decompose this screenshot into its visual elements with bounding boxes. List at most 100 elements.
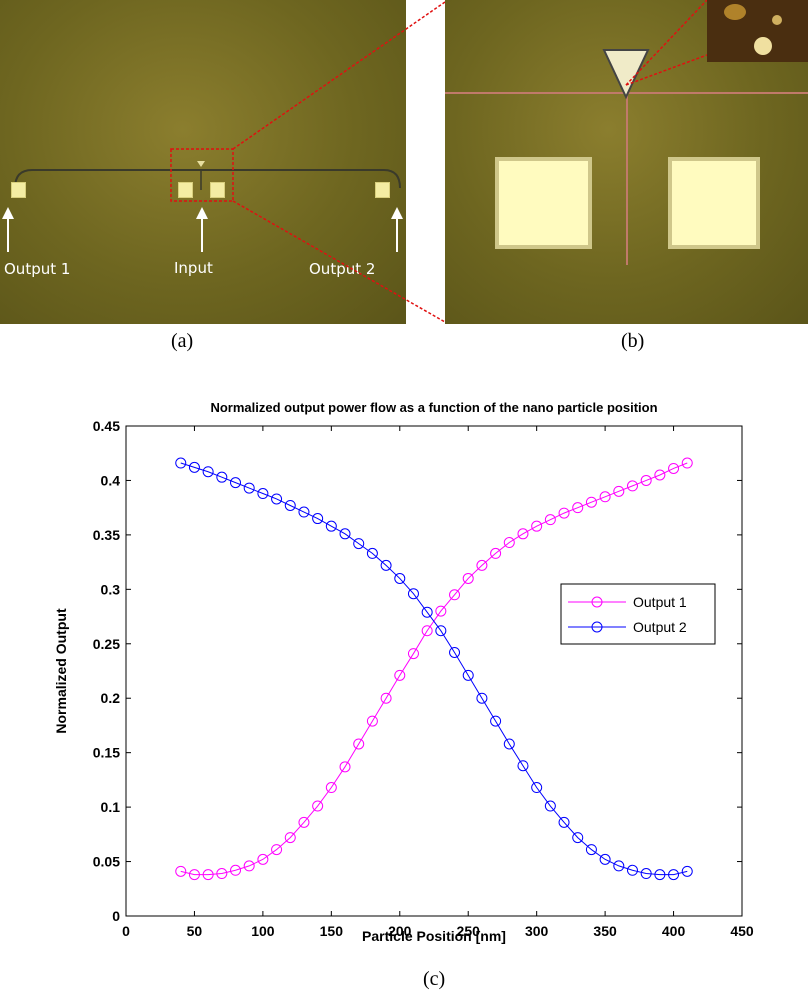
data-point-output-1: [654, 469, 666, 481]
arrow-up-icon: [196, 207, 208, 219]
legend-box: [560, 583, 716, 645]
y-tick-label: 0.4: [101, 472, 121, 488]
data-point-output-1: [572, 502, 584, 514]
y-tick-label: 0.45: [93, 418, 120, 434]
data-point-output-2: [490, 715, 502, 727]
data-point-output-1: [640, 474, 652, 486]
chart-title: Normalized output power flow as a functi…: [210, 400, 657, 415]
arrow-shaft: [201, 218, 203, 252]
data-point-output-2: [449, 646, 461, 658]
y-tick-label: 0.35: [93, 527, 120, 543]
nanoparticle-triangle: [602, 49, 650, 100]
micrograph-device-overview: Output 1 Input Output 2: [0, 0, 406, 324]
data-point-output-2: [544, 800, 556, 812]
data-point-output-2: [503, 738, 515, 750]
data-point-output-1: [353, 738, 365, 750]
pad-right-zoomed: [668, 157, 760, 249]
data-point-output-2: [681, 865, 693, 877]
legend-marker-output-2: [591, 621, 603, 633]
data-point-output-1: [435, 605, 447, 617]
data-point-output-2: [257, 488, 269, 500]
data-point-output-1: [202, 869, 214, 881]
data-point-output-2: [668, 869, 680, 881]
data-point-output-2: [271, 493, 283, 505]
data-point-output-2: [654, 869, 666, 881]
data-point-output-2: [188, 461, 200, 473]
data-point-output-2: [366, 547, 378, 559]
data-point-output-1: [503, 537, 515, 549]
data-point-output-2: [626, 864, 638, 876]
data-point-output-1: [188, 869, 200, 881]
data-point-output-1: [449, 589, 461, 601]
y-tick-label: 0.2: [101, 690, 121, 706]
data-point-output-2: [435, 625, 447, 637]
series-line-2: [180, 462, 688, 876]
x-tick-label: 350: [593, 923, 617, 939]
data-point-output-2: [599, 853, 611, 865]
output-power-chart: Normalized output power flow as a functi…: [53, 400, 754, 944]
data-point-output-1: [243, 860, 255, 872]
arrow-shaft: [396, 218, 398, 252]
data-point-output-2: [558, 816, 570, 828]
data-point-output-1: [613, 485, 625, 497]
data-point-output-1: [366, 715, 378, 727]
data-point-output-2: [353, 538, 365, 550]
pad-input-right: [210, 182, 225, 198]
data-point-output-1: [476, 559, 488, 571]
data-point-output-1: [230, 864, 242, 876]
data-point-output-1: [681, 457, 693, 469]
data-point-output-1: [490, 547, 502, 559]
panel-label-b: (b): [621, 330, 645, 352]
y-tick-label: 0.05: [93, 854, 120, 870]
annotation-input: Input: [174, 259, 213, 277]
y-tick-label: 0.1: [101, 799, 121, 815]
axes: 0 50 100 150 200 250 300 350 400 450 0 0.05 0.1 0.15 0…: [93, 418, 754, 939]
x-tick-label: 100: [251, 923, 275, 939]
pad-left-zoomed: [495, 157, 592, 249]
data-point-output-1: [558, 507, 570, 519]
x-tick-label: 400: [662, 923, 686, 939]
data-point-output-2: [476, 692, 488, 704]
data-point-output-1: [531, 520, 543, 532]
data-point-output-2: [380, 559, 392, 571]
data-point-output-1: [298, 816, 310, 828]
x-tick-label: 0: [122, 923, 130, 939]
data-point-output-2: [339, 528, 351, 540]
data-point-output-2: [175, 457, 187, 469]
series-layer: [175, 457, 693, 881]
data-point-output-1: [407, 648, 419, 660]
data-point-output-2: [230, 477, 242, 489]
data-point-output-1: [517, 528, 529, 540]
x-tick-label: 250: [457, 923, 481, 939]
legend-marker-output-1: [591, 596, 603, 608]
data-point-output-1: [339, 761, 351, 773]
data-point-output-1: [380, 692, 392, 704]
data-point-output-2: [284, 499, 296, 511]
data-point-output-2: [640, 868, 652, 880]
x-axis-label: Particle Position [nm]: [362, 928, 506, 944]
y-tick-label: 0: [112, 908, 120, 924]
legend: Output 1 Output 2: [560, 583, 716, 645]
data-point-output-1: [585, 496, 597, 508]
data-point-output-2: [531, 782, 543, 794]
x-tick-label: 200: [388, 923, 412, 939]
x-tick-label: 150: [320, 923, 344, 939]
panel-label-a: (a): [171, 330, 194, 352]
zoom-region-box: [170, 148, 234, 202]
data-point-output-2: [572, 832, 584, 844]
data-point-output-2: [325, 520, 337, 532]
pad-input-left: [178, 182, 193, 198]
arrow-up-icon: [391, 207, 403, 219]
data-point-output-2: [421, 606, 433, 618]
micrograph-zoomed-region: [445, 0, 808, 324]
data-point-output-2: [202, 466, 214, 478]
nanoparticle-marker: [197, 161, 205, 167]
data-point-output-1: [216, 868, 228, 880]
data-point-output-1: [325, 782, 337, 794]
data-point-output-2: [312, 513, 324, 525]
data-point-output-2: [585, 844, 597, 856]
legend-label-output-1: Output 1: [633, 594, 687, 610]
data-point-output-1: [394, 669, 406, 681]
x-tick-label: 450: [730, 923, 754, 939]
arrow-up-icon: [2, 207, 14, 219]
